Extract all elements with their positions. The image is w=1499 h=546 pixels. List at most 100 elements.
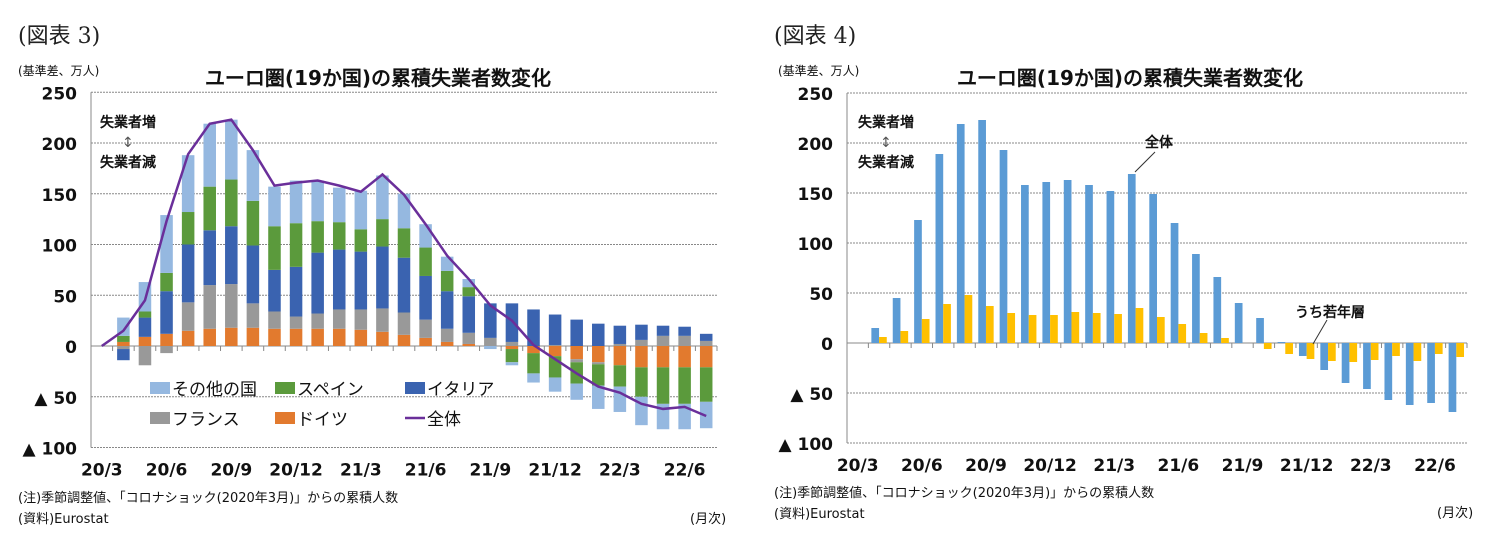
bar-segment-germany xyxy=(635,346,648,368)
bar-segment-italy xyxy=(311,252,324,314)
x-tick-label: 21/3 xyxy=(340,461,382,481)
bar-total_bar xyxy=(999,150,1008,343)
annotation-decrease: 失業者減 xyxy=(100,154,156,171)
bar-segment-germany xyxy=(354,329,368,346)
bar-segment-germany xyxy=(570,346,583,360)
bar-segment-spain xyxy=(311,221,324,253)
bar-segment-spain xyxy=(354,229,368,252)
legend-swatch-germany xyxy=(275,412,295,424)
bar-youth_bar xyxy=(1199,333,1208,343)
bar-segment-spain xyxy=(225,179,238,227)
bar-segment-germany xyxy=(699,346,713,368)
y-tick-label: 50 xyxy=(809,285,833,305)
bar-total_bar xyxy=(1341,343,1350,383)
x-tick-label: 20/9 xyxy=(210,461,252,481)
bar-segment-france xyxy=(440,328,454,342)
bar-segment-france xyxy=(138,346,152,366)
bar-segment-spain xyxy=(117,335,130,342)
bar-youth_bar xyxy=(964,295,973,343)
bar-segment-spain xyxy=(160,272,173,292)
bar-segment-germany xyxy=(225,327,238,346)
bar-youth_bar xyxy=(1306,343,1315,359)
bar-segment-france xyxy=(354,309,368,330)
bar-youth_bar xyxy=(1114,314,1122,343)
x-tick-label: 20/6 xyxy=(901,456,943,476)
x-tick-label: 20/6 xyxy=(146,461,188,481)
bar-youth_bar xyxy=(900,331,909,343)
bar-segment-germany xyxy=(678,346,691,368)
bar-segment-italy xyxy=(160,291,173,334)
bar-segment-germany xyxy=(548,346,562,357)
bar-segment-germany xyxy=(656,346,670,368)
bar-segment-france xyxy=(548,344,562,346)
bar-segment-italy xyxy=(203,230,216,286)
y-tick-label: 100 xyxy=(798,235,834,255)
x-tick-label: 22/6 xyxy=(664,461,706,481)
bar-segment-italy xyxy=(656,325,670,336)
bar-segment-spain xyxy=(203,186,216,231)
bar-total_bar xyxy=(1384,343,1393,400)
bar-segment-germany xyxy=(592,346,605,363)
bar-segment-other xyxy=(484,346,497,350)
bar-youth_bar xyxy=(1135,308,1144,343)
bar-segment-france xyxy=(570,359,583,363)
bar-segment-germany xyxy=(289,328,303,346)
bar-segment-other xyxy=(592,385,605,409)
bar-segment-spain xyxy=(268,226,281,270)
bar-segment-france xyxy=(160,346,173,354)
bar-segment-italy xyxy=(138,317,152,337)
bar-total_bar xyxy=(1106,191,1115,343)
chart2-unit: (基準差、万人) xyxy=(778,64,860,78)
bar-total_bar xyxy=(1021,185,1029,343)
bar-segment-spain xyxy=(246,200,260,246)
bar-segment-france xyxy=(462,332,476,344)
bar-youth_bar xyxy=(1028,315,1037,343)
annotation-decrease: 失業者減 xyxy=(858,154,914,171)
bar-segment-france xyxy=(117,346,130,350)
bar-total_bar xyxy=(892,298,901,343)
bar-segment-germany xyxy=(462,343,476,346)
bar-segment-spain xyxy=(635,367,648,397)
bar-segment-spain xyxy=(138,311,152,318)
bar-segment-germany xyxy=(505,346,519,350)
chart1-xunit: (月次) xyxy=(690,512,727,527)
bar-segment-france xyxy=(376,308,389,332)
bar-segment-france xyxy=(203,285,216,329)
bar-segment-spain xyxy=(678,367,691,404)
bar-segment-spain xyxy=(289,223,303,267)
y-tick-label: ▲ 100 xyxy=(779,435,834,455)
bar-total_bar xyxy=(914,220,922,343)
total-line xyxy=(101,118,707,418)
y-tick-label: 200 xyxy=(798,135,834,155)
bar-segment-france xyxy=(397,312,411,335)
legend-swatch-france xyxy=(150,412,170,424)
bar-total_bar xyxy=(1427,343,1435,403)
y-tick-label: 150 xyxy=(798,185,834,205)
legend-label-france: フランス xyxy=(172,410,240,430)
bar-segment-other xyxy=(246,150,260,201)
y-tick-label: 50 xyxy=(53,287,77,307)
chart2-source: (資料)Eurostat xyxy=(774,507,865,522)
bar-youth_bar xyxy=(1178,324,1187,343)
x-tick-label: 22/6 xyxy=(1414,456,1456,476)
bar-youth_bar xyxy=(1370,343,1379,360)
chart1-note: (注)季節調整値、「コロナショック(2020年3月)」からの累積人数 xyxy=(18,491,399,506)
bar-segment-italy xyxy=(527,309,540,346)
bar-segment-other xyxy=(505,362,519,366)
x-tick-label: 20/3 xyxy=(837,456,879,476)
bar-segment-italy xyxy=(548,314,562,345)
bar-youth_bar xyxy=(1434,343,1443,354)
bar-segment-other xyxy=(181,155,195,213)
chart1-source: (資料)Eurostat xyxy=(18,512,109,527)
x-tick-label: 21/9 xyxy=(469,461,511,481)
bar-segment-spain xyxy=(613,365,627,387)
bar-segment-germany xyxy=(527,346,540,354)
x-tick-label: 21/9 xyxy=(1222,456,1264,476)
y-tick-label: ▲ 50 xyxy=(790,385,833,405)
bar-segment-italy xyxy=(570,319,583,346)
bar-segment-other xyxy=(678,403,691,430)
bar-youth_bar xyxy=(985,306,994,343)
bar-total_bar xyxy=(1256,318,1264,343)
updown-arrow-icon: ↕ xyxy=(122,135,134,151)
